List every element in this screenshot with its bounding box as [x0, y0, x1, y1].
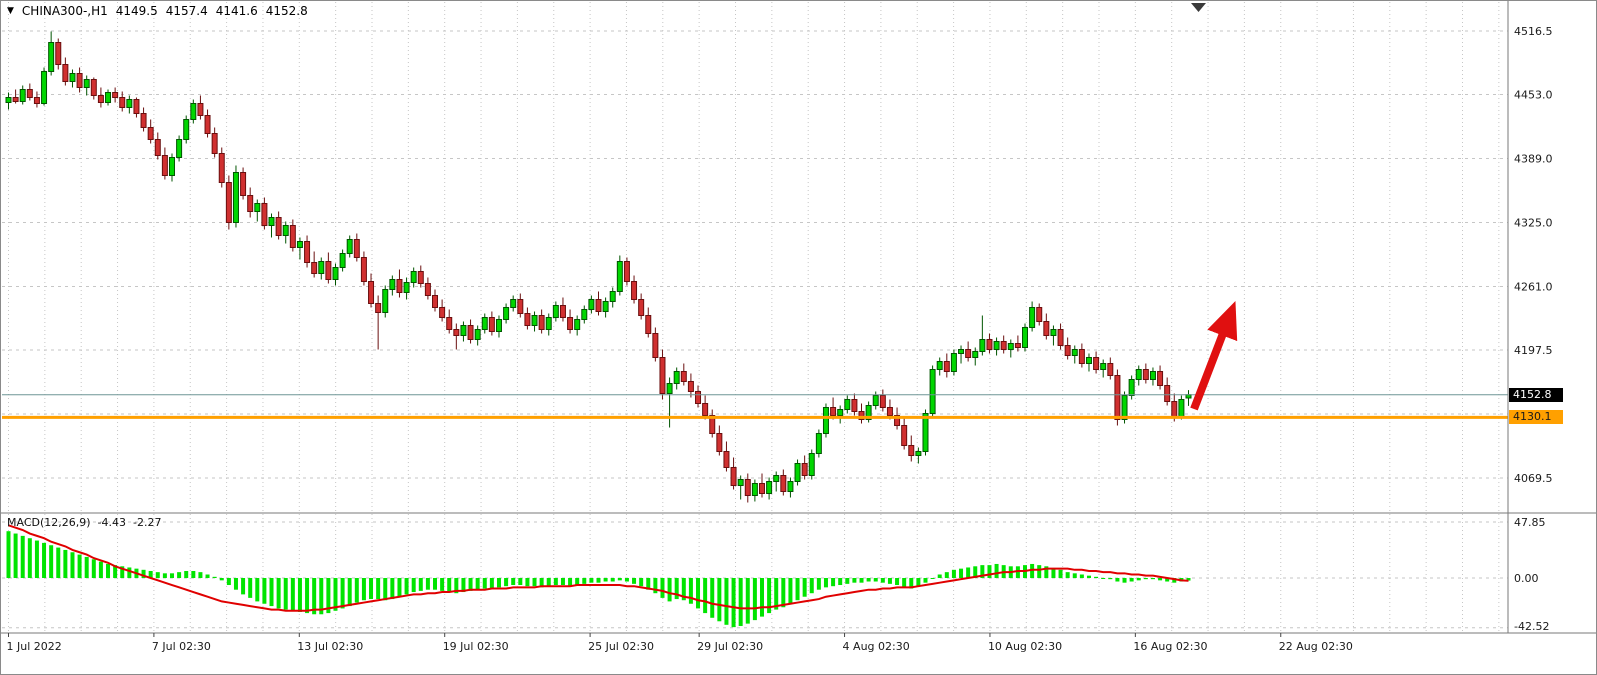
- ohlc-open: 4149.5: [115, 4, 158, 18]
- svg-text:19 Jul 02:30: 19 Jul 02:30: [443, 640, 509, 653]
- indicator-value-signal: -2.27: [133, 516, 162, 529]
- ohlc-high: 4157.4: [165, 4, 208, 18]
- chart-ohlc-readout: ▼ CHINA300-,H1 4149.5 4157.4 4141.6 4152…: [7, 4, 308, 18]
- svg-text:4261.0: 4261.0: [1514, 281, 1553, 294]
- macd-indicator-panel[interactable]: [6, 524, 1191, 628]
- svg-text:4516.5: 4516.5: [1514, 25, 1553, 38]
- trend-arrow[interactable]: [1190, 301, 1238, 411]
- symbol-period-label: CHINA300-,H1: [21, 4, 108, 18]
- svg-text:4069.5: 4069.5: [1514, 472, 1553, 485]
- ohlc-low: 4141.6: [215, 4, 258, 18]
- support-line-price-badge: 4130.1: [1509, 410, 1563, 425]
- grid-lines: [2, 2, 1508, 633]
- indicator-name: MACD(12,26,9): [7, 516, 91, 529]
- svg-text:29 Jul 02:30: 29 Jul 02:30: [697, 640, 763, 653]
- indicator-value-main: -4.43: [97, 516, 127, 529]
- time-axis-labels: 1 Jul 2022 7 Jul 02:30 13 Jul 02:30 19 Jul …: [7, 633, 1353, 653]
- svg-text:0.00: 0.00: [1514, 572, 1539, 585]
- svg-text:25 Jul 02:30: 25 Jul 02:30: [588, 640, 654, 653]
- ohlc-close: 4152.8: [265, 4, 308, 18]
- symbol-dropdown-icon[interactable]: ▼: [7, 6, 14, 16]
- svg-text:22 Aug 02:30: 22 Aug 02:30: [1279, 640, 1353, 653]
- macd-signal-line: [8, 524, 1189, 612]
- svg-text:-42.52: -42.52: [1514, 620, 1549, 633]
- svg-text:10 Aug 02:30: 10 Aug 02:30: [988, 640, 1062, 653]
- svg-text:47.85: 47.85: [1514, 516, 1546, 529]
- svg-text:4325.0: 4325.0: [1514, 217, 1553, 230]
- macd-axis-labels: 47.85 0.00 -42.52: [1514, 516, 1549, 633]
- chart-shift-marker-icon[interactable]: [1191, 3, 1206, 12]
- svg-text:7 Jul 02:30: 7 Jul 02:30: [152, 640, 211, 653]
- svg-text:1 Jul 2022: 1 Jul 2022: [7, 640, 62, 653]
- candles-group[interactable]: [5, 31, 1192, 503]
- svg-text:13 Jul 02:30: 13 Jul 02:30: [297, 640, 363, 653]
- svg-text:4 Aug 02:30: 4 Aug 02:30: [843, 640, 910, 653]
- svg-text:16 Aug 02:30: 16 Aug 02:30: [1133, 640, 1207, 653]
- indicator-label: MACD(12,26,9) -4.43 -2.27: [7, 516, 161, 529]
- svg-text:4197.5: 4197.5: [1514, 344, 1553, 357]
- svg-text:4453.0: 4453.0: [1514, 89, 1553, 102]
- current-price-badge: 4152.8: [1509, 387, 1563, 402]
- svg-text:4389.0: 4389.0: [1514, 153, 1553, 166]
